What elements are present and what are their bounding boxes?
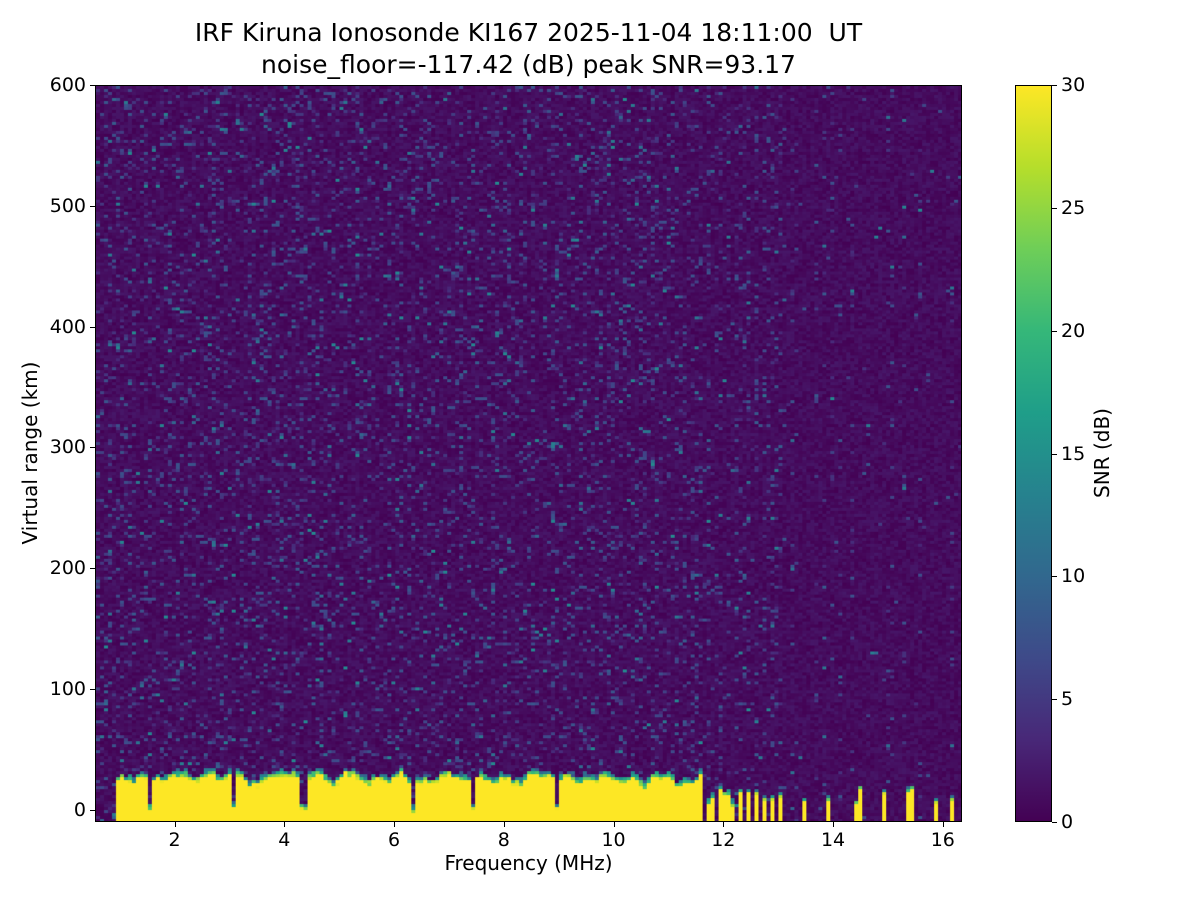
x-tick-label: 16 [930,829,955,851]
x-axis-label: Frequency (MHz) [444,851,613,875]
x-tick-mark [942,822,944,827]
x-tick-label: 4 [278,829,291,851]
colorbar-label: SNR (dB) [1090,408,1114,498]
y-tick-mark [90,689,95,691]
x-tick-label: 12 [711,829,736,851]
y-tick-mark [90,568,95,570]
x-tick-mark [284,822,286,827]
y-tick-mark [90,447,95,449]
colorbar-tick-label: 30 [1061,74,1086,96]
colorbar-tick-label: 5 [1061,688,1074,711]
x-tick-label: 14 [820,829,846,851]
colorbar-gradient [1015,85,1052,822]
colorbar-tick-mark [1052,330,1057,332]
colorbar-tick-mark [1052,207,1057,209]
x-tick-label: 8 [497,829,510,851]
x-tick-label: 6 [388,829,401,851]
chart-title: IRF Kiruna Ionosonde KI167 2025-11-04 18… [194,18,863,47]
x-tick-mark [503,822,505,827]
heatmap-plot-area [95,85,962,822]
y-tick-mark [90,205,95,207]
y-tick-label: 300 [49,436,86,459]
colorbar-tick-label: 0 [1061,811,1074,833]
colorbar-tick-label: 20 [1061,319,1086,342]
y-tick-label: 600 [49,74,86,96]
x-tick-label: 10 [601,829,626,851]
x-tick-mark [394,822,396,827]
x-tick-mark [174,822,176,827]
y-tick-mark [90,326,95,328]
colorbar-tick-mark [1052,822,1057,823]
y-tick-label: 200 [49,557,86,580]
colorbar-tick-label: 15 [1061,442,1086,465]
chart-subtitle: noise_floor=-117.42 (dB) peak SNR=93.17 [261,50,796,79]
y-tick-label: 500 [49,194,86,217]
y-tick-label: 0 [73,798,86,821]
colorbar-tick-mark [1052,453,1057,455]
y-tick-label: 400 [49,315,86,338]
colorbar-tick-mark [1052,576,1057,578]
colorbar-tick-mark [1052,85,1057,86]
x-tick-mark [613,822,615,827]
colorbar-tick-label: 10 [1061,565,1086,588]
x-tick-mark [833,822,835,827]
y-tick-mark [90,809,95,811]
y-tick-label: 100 [49,678,86,701]
colorbar-tick-label: 25 [1061,196,1086,219]
x-tick-mark [723,822,725,827]
y-tick-mark [90,85,95,86]
colorbar-tick-mark [1052,699,1057,701]
heatmap-canvas [96,86,961,821]
x-tick-label: 2 [168,829,181,851]
